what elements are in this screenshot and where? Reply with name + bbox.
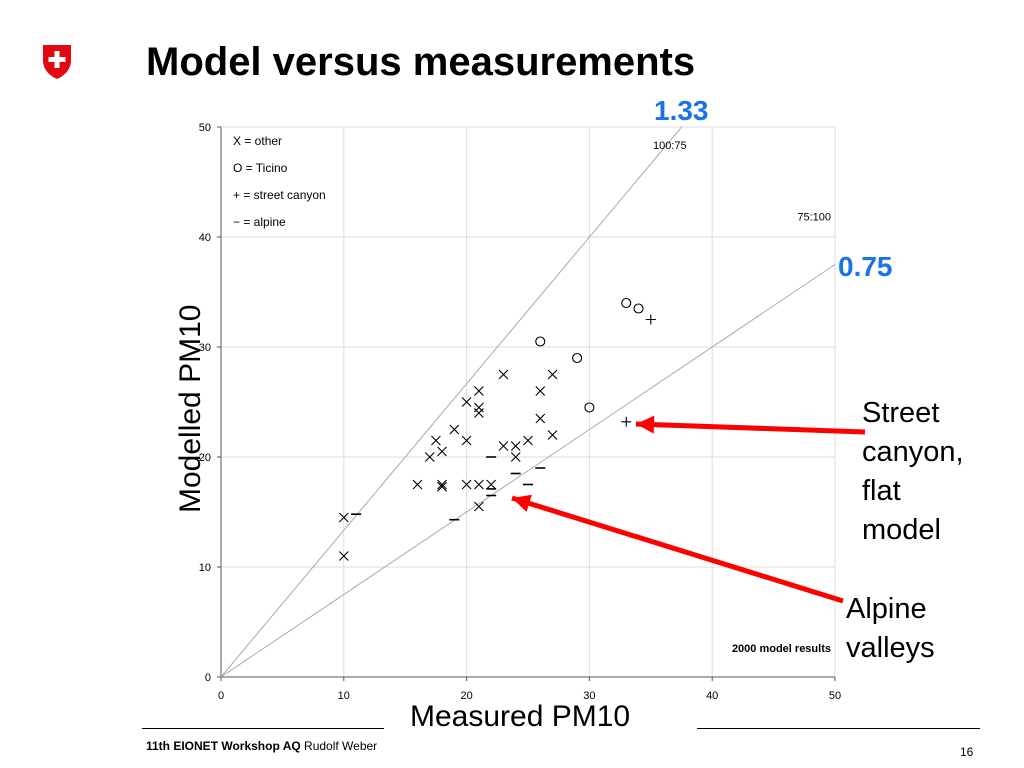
callout-line: Alpine (846, 593, 927, 625)
point-other (473, 501, 484, 512)
footer-divider-left (142, 728, 384, 729)
footer-divider-right (697, 728, 980, 729)
footer: 11th EIONET Workshop AQ Rudolf Weber (146, 739, 377, 753)
point-other (437, 481, 447, 492)
point-other (498, 369, 509, 380)
legend-entry: X = other (233, 134, 282, 148)
point-other (338, 512, 349, 523)
y-tick-label: 30 (199, 342, 211, 354)
point-ticino (572, 352, 583, 364)
y-tick-label: 50 (199, 122, 211, 134)
y-tick-label: 20 (199, 452, 211, 464)
legend-entry: − = alpine (233, 215, 286, 229)
plot-annotation: 2000 model results (732, 643, 831, 655)
point-street-canyon (621, 416, 632, 427)
point-other (437, 479, 447, 490)
point-other (547, 369, 558, 380)
point-ticino (621, 297, 632, 309)
legend-entry: + = street canyon (233, 188, 326, 202)
point-other (547, 430, 558, 440)
point-other (461, 479, 472, 490)
point-other (510, 441, 521, 451)
point-other (535, 413, 546, 424)
plot-frame (220, 126, 836, 678)
page-title: Model versus measurements (146, 40, 696, 84)
point-other (424, 452, 435, 462)
footer-author: Rudolf Weber (304, 739, 378, 753)
x-tick-label: 40 (706, 690, 718, 702)
point-street-canyon (645, 314, 656, 325)
swiss-cross-logo (40, 42, 74, 80)
y-tick-label: 40 (199, 232, 211, 244)
callout-street-canyon: Street canyon, flat model (862, 394, 964, 550)
point-ticino (633, 303, 644, 314)
arrow-alpine-valleys-head (512, 494, 532, 512)
reference-line-label: 100:75 (653, 140, 687, 152)
plot-area: 0 10 20 30 40 50 0 10 20 30 40 50 100:75 75:100 X = ot… (199, 122, 866, 702)
arrow-street-canyon-head (636, 415, 655, 434)
arrow-alpine-valleys (511, 495, 844, 604)
callout-line: model (862, 514, 941, 546)
reference-line (220, 126, 682, 678)
legend-entry: O = Ticino (233, 161, 288, 175)
point-other (473, 402, 484, 413)
footer-workshop: 11th EIONET Workshop AQ (146, 739, 301, 753)
point-ticino (584, 402, 595, 413)
point-other (431, 435, 441, 446)
x-tick-label: 50 (829, 690, 841, 702)
callout-line: flat (862, 475, 901, 507)
point-other (498, 441, 509, 451)
x-tick-label: 10 (338, 690, 350, 702)
ratio-high-label: 1.33 (654, 95, 709, 126)
point-other (461, 397, 472, 407)
point-other (523, 435, 533, 446)
point-other (510, 452, 521, 462)
point-other (473, 479, 484, 490)
point-other (437, 446, 447, 457)
point-other (486, 479, 497, 490)
point-other (461, 435, 472, 446)
y-tick-label: 0 (205, 672, 211, 684)
point-other (412, 479, 423, 490)
x-tick-label: 20 (460, 690, 472, 702)
arrow-street-canyon (635, 421, 866, 435)
x-tick-label: 30 (583, 690, 595, 702)
point-other (535, 386, 546, 396)
point-other (473, 386, 484, 396)
x-axis-label: Measured PM10 (398, 700, 643, 734)
page-number: 16 (960, 745, 974, 759)
callout-alpine-valleys: Alpine valleys (846, 590, 935, 668)
x-tick-label: 0 (218, 690, 224, 702)
callout-line: canyon, (862, 436, 964, 468)
callout-line: valleys (846, 632, 935, 664)
point-other (449, 424, 460, 435)
y-tick-label: 10 (199, 562, 211, 574)
reference-line (220, 264, 836, 678)
point-other (338, 551, 349, 561)
ratio-low-label: 0.75 (838, 251, 893, 282)
y-axis-label: Modelled PM10 (174, 304, 207, 513)
reference-line-label: 75:100 (797, 212, 831, 224)
callout-line: Street (862, 397, 940, 429)
point-ticino (535, 336, 546, 347)
